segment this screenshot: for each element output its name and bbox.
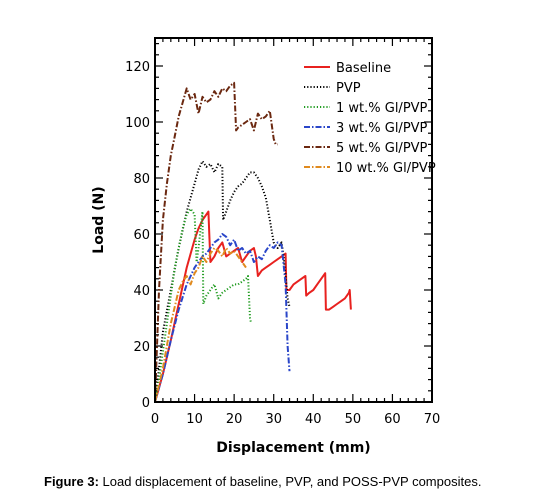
y-tick-label: 0 xyxy=(142,396,150,411)
y-tick-label: 20 xyxy=(133,340,150,355)
legend-label: 3 wt.% Gl/PVP xyxy=(336,121,428,136)
legend-label: 1 wt.% Gl/PVP xyxy=(336,101,428,116)
series-line-5 xyxy=(154,81,278,403)
x-tick-label: 40 xyxy=(305,412,322,427)
figure-caption-text: Load displacement of baseline, PVP, and … xyxy=(98,474,482,489)
series-line-3 xyxy=(154,207,253,403)
legend-label: 5 wt.% Gl/PVP xyxy=(336,141,428,156)
series-line-4 xyxy=(154,233,291,403)
axis-ticks xyxy=(154,38,433,403)
x-tick-label: 10 xyxy=(186,412,203,427)
legend-label: 10 wt.% Gl/PVP xyxy=(336,161,436,176)
x-tick-label: 30 xyxy=(265,412,282,427)
figure-caption-label: Figure 3: xyxy=(44,474,99,489)
legend-label: Baseline xyxy=(336,61,391,76)
x-tick-label: 50 xyxy=(345,412,362,427)
plot-frame xyxy=(154,37,433,403)
y-tick-label: 120 xyxy=(125,60,150,75)
series-lines xyxy=(154,81,352,403)
series-line-1 xyxy=(154,210,352,403)
figure-caption: Figure 3: Load displacement of baseline,… xyxy=(44,474,481,489)
x-tick-label: 60 xyxy=(384,412,401,427)
legend: Baseline PVP 1 wt.% Gl/PVP 3 wt.% Gl/PVP 5 w… xyxy=(304,61,436,176)
x-tick-label: 20 xyxy=(226,412,243,427)
load-displacement-chart: 0 10 20 30 40 50 60 70 0 20 40 60 80 100 120 Displacem… xyxy=(91,37,440,456)
y-axis-label: Load (N) xyxy=(91,186,107,253)
series-line-6 xyxy=(154,247,247,403)
tick-labels: 0 10 20 30 40 50 60 70 0 20 40 60 80 100 120 xyxy=(125,60,440,427)
x-tick-label: 70 xyxy=(424,412,441,427)
legend-label: PVP xyxy=(336,81,361,96)
y-tick-label: 100 xyxy=(125,116,150,131)
y-tick-label: 80 xyxy=(133,172,150,187)
x-tick-label: 0 xyxy=(151,412,159,427)
x-axis-label: Displacement (mm) xyxy=(216,440,370,456)
y-tick-label: 40 xyxy=(133,284,150,299)
series-line-2 xyxy=(154,160,291,403)
y-tick-label: 60 xyxy=(133,228,150,243)
